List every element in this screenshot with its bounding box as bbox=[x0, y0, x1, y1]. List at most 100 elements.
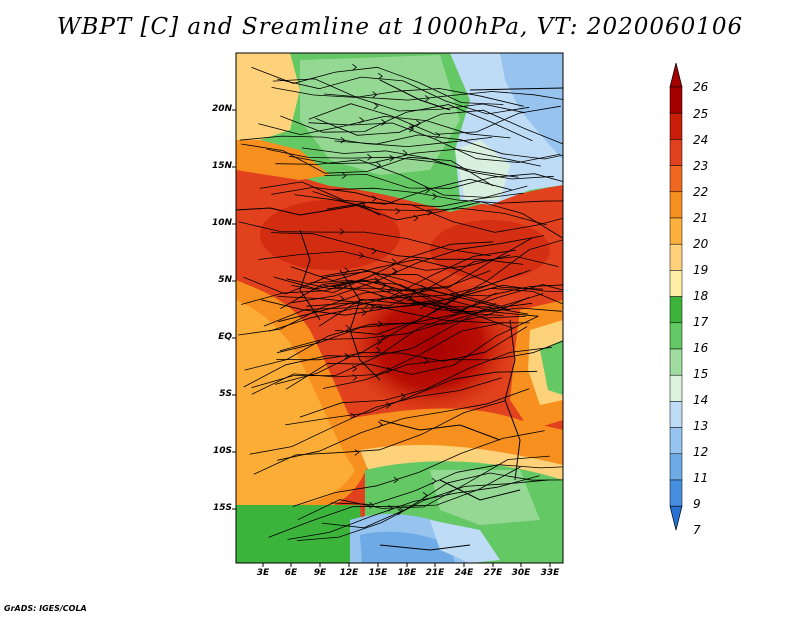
colorbar-label-25: 25 bbox=[693, 107, 709, 121]
streamline-arrow bbox=[374, 277, 380, 284]
colorbar-segment bbox=[669, 86, 683, 114]
streamline-arrow bbox=[372, 195, 377, 202]
lon-label-15e: 15E bbox=[368, 568, 388, 578]
lat-label-20n: 20N bbox=[211, 104, 232, 114]
streamline bbox=[244, 292, 497, 371]
streamline bbox=[253, 400, 506, 475]
colorbar-label-21: 21 bbox=[693, 211, 709, 225]
colorbar-segment bbox=[669, 479, 683, 507]
streamline-arrow bbox=[381, 119, 387, 126]
streamline bbox=[326, 201, 563, 233]
lat-label-15s: 15S bbox=[212, 503, 232, 513]
streamline bbox=[275, 159, 528, 198]
streamline-arrow bbox=[352, 365, 358, 372]
streamline-arrow bbox=[407, 294, 412, 302]
lon-label-21e: 21E bbox=[425, 568, 445, 578]
streamline bbox=[258, 250, 511, 271]
northwest-orange bbox=[236, 140, 330, 180]
streamline bbox=[309, 279, 562, 313]
streamline-arrow bbox=[432, 193, 438, 200]
streamline bbox=[251, 322, 504, 395]
streamline bbox=[271, 186, 524, 208]
north-dark-blue bbox=[500, 53, 563, 160]
streamline-arrow bbox=[381, 282, 387, 289]
streamline bbox=[297, 455, 550, 521]
streamline bbox=[272, 78, 525, 114]
streamline bbox=[296, 479, 549, 541]
lon-label-24e: 24E bbox=[454, 568, 474, 578]
colorbar bbox=[669, 62, 683, 531]
streamline bbox=[330, 464, 563, 505]
colorbar-segment bbox=[669, 401, 683, 428]
streamline-arrow bbox=[345, 324, 351, 332]
streamline-arrow bbox=[359, 251, 364, 259]
streamline-arrow bbox=[400, 392, 406, 400]
colorbar-segment bbox=[669, 348, 683, 376]
colorbar-segment bbox=[669, 322, 683, 350]
streamline bbox=[324, 173, 563, 189]
streamline-arrow bbox=[361, 309, 367, 316]
colorbar-label-19: 19 bbox=[693, 263, 709, 277]
streamline-arrow bbox=[372, 91, 378, 99]
streamline-arrow bbox=[389, 154, 395, 162]
streamline-arrow bbox=[375, 346, 381, 354]
streamline bbox=[240, 143, 494, 187]
colorbar-top-arrow bbox=[669, 62, 683, 88]
country-borders bbox=[236, 79, 563, 551]
colorbar-label-23: 23 bbox=[693, 159, 709, 173]
streamline bbox=[290, 258, 544, 290]
lon-label-9e: 9E bbox=[313, 568, 327, 578]
streamline-arrow bbox=[344, 267, 350, 275]
streamline bbox=[294, 194, 547, 226]
streamline-arrow bbox=[376, 338, 382, 346]
lat-label-10s: 10S bbox=[212, 446, 232, 456]
streamline-arrow bbox=[364, 301, 370, 308]
streamline bbox=[278, 269, 531, 323]
streamline bbox=[251, 312, 504, 389]
streamline bbox=[287, 475, 540, 540]
streamline bbox=[299, 346, 552, 418]
streamline-arrow bbox=[377, 421, 383, 428]
streamline bbox=[277, 388, 530, 461]
colorbar-label-12: 12 bbox=[693, 445, 709, 459]
streamlines bbox=[238, 63, 563, 541]
streamline bbox=[292, 235, 545, 304]
streamline-arrow bbox=[377, 72, 383, 80]
colorbar-segment bbox=[669, 165, 683, 193]
streamline-arrow bbox=[371, 247, 377, 255]
colorbar-label-7: 7 bbox=[693, 523, 701, 537]
streamline-arrow bbox=[397, 508, 403, 516]
colorbar-label-24: 24 bbox=[693, 133, 709, 147]
streamline bbox=[268, 272, 522, 332]
streamline bbox=[258, 115, 511, 139]
colorbar-segment bbox=[669, 270, 683, 297]
colorbar-label-13: 13 bbox=[693, 419, 709, 433]
lon-label-3e: 3E bbox=[256, 568, 270, 578]
colorbar-segment bbox=[669, 374, 683, 402]
streamline-arrow bbox=[359, 116, 365, 124]
streamline-arrow bbox=[395, 207, 401, 215]
streamline bbox=[324, 91, 563, 101]
streamline-arrow bbox=[350, 412, 356, 420]
colorbar-label-17: 17 bbox=[693, 315, 709, 329]
streamline bbox=[274, 326, 528, 385]
lat-label-15n: 15N bbox=[211, 161, 232, 171]
streamline bbox=[270, 232, 524, 265]
colorbar-label-16: 16 bbox=[693, 341, 709, 355]
streamline-arrow bbox=[424, 95, 430, 102]
lon-label-12e: 12E bbox=[339, 568, 359, 578]
streamline bbox=[323, 285, 563, 305]
streamline bbox=[301, 147, 554, 180]
colorbar-label-14: 14 bbox=[693, 393, 709, 407]
streamline-arrow bbox=[423, 357, 429, 365]
east-highland-green bbox=[540, 340, 563, 395]
colorbar-segment bbox=[669, 243, 683, 271]
streamline bbox=[334, 284, 563, 335]
south-light-green bbox=[430, 470, 540, 525]
streamline-arrow bbox=[409, 123, 415, 131]
streamline-arrow bbox=[341, 172, 347, 179]
streamline-arrow bbox=[380, 333, 386, 341]
colorbar-segment bbox=[669, 453, 683, 481]
streamline-arrow bbox=[352, 374, 358, 381]
